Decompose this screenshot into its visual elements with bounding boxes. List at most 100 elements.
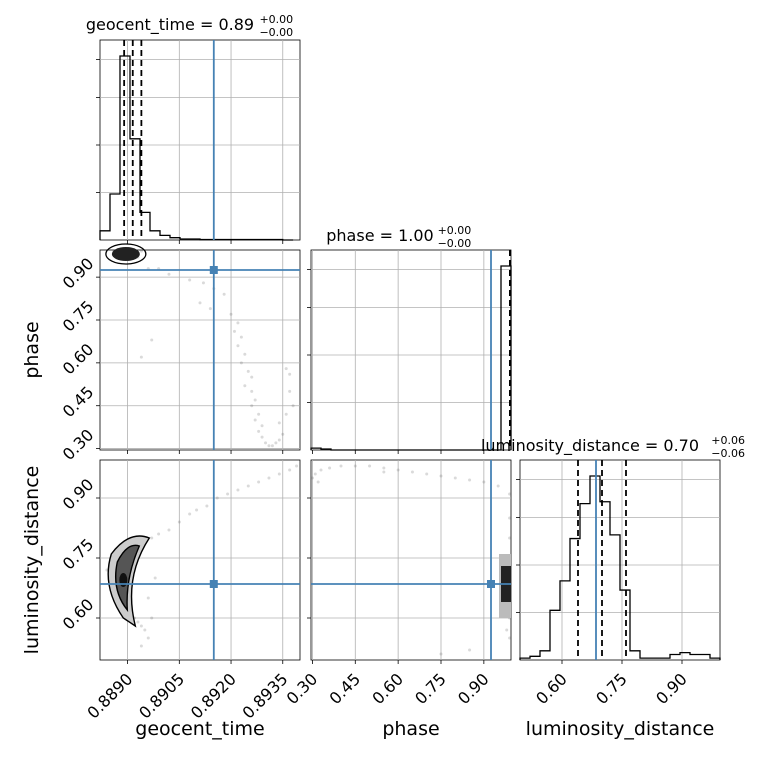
sample-point xyxy=(243,352,247,356)
sample-point xyxy=(508,492,512,496)
sample-point xyxy=(508,636,512,640)
sample-point xyxy=(453,476,457,480)
x-axis-label-phase: phase xyxy=(382,718,439,740)
title-lower: −0.00 xyxy=(438,237,472,250)
sample-point xyxy=(284,412,288,416)
sample-point xyxy=(232,329,236,333)
sample-point xyxy=(150,338,154,342)
sample-point xyxy=(439,474,443,478)
sample-point xyxy=(150,616,154,620)
sample-point xyxy=(246,369,250,373)
sample-point xyxy=(410,470,414,474)
sample-point xyxy=(139,644,143,648)
sample-point xyxy=(167,528,171,532)
sample-point xyxy=(482,480,486,484)
sample-point xyxy=(277,472,281,476)
sample-point xyxy=(425,472,429,476)
sample-point xyxy=(222,292,226,296)
sample-point xyxy=(281,432,285,436)
sample-point xyxy=(139,624,143,628)
sample-point xyxy=(468,478,472,482)
sample-point xyxy=(208,307,212,311)
title-lower: −0.00 xyxy=(259,26,293,39)
title-upper: +0.06 xyxy=(711,434,745,447)
gridlines xyxy=(311,460,511,660)
sample-point xyxy=(468,648,472,652)
sample-point xyxy=(382,470,386,474)
sample-point xyxy=(257,480,261,484)
density-contour-inner xyxy=(114,544,141,613)
x-axis-label-geocent_time: geocent_time xyxy=(135,718,264,740)
panel-frame xyxy=(310,459,512,661)
sample-point xyxy=(288,372,292,376)
tick-label-phase: 0.90 xyxy=(454,669,493,708)
sample-point xyxy=(229,312,233,316)
panel-frame xyxy=(99,249,301,451)
sample-point xyxy=(508,516,512,520)
sample-point xyxy=(150,536,154,540)
sample-point xyxy=(253,418,257,422)
title-lower: −0.06 xyxy=(711,447,745,460)
sample-point xyxy=(313,472,317,476)
sample-point xyxy=(243,384,247,388)
gridlines xyxy=(311,250,511,450)
sample-point xyxy=(205,504,209,508)
density-core xyxy=(119,573,128,587)
histogram-phase xyxy=(310,265,512,451)
sample-point xyxy=(267,444,271,448)
gridlines xyxy=(100,250,300,450)
sample-point xyxy=(253,398,257,402)
tick-label-luminosity_distance: 0.75 xyxy=(59,535,98,574)
sample-point xyxy=(295,464,299,468)
gridlines xyxy=(100,460,300,660)
truth-marker xyxy=(487,580,495,588)
sample-point xyxy=(319,468,323,472)
sample-point xyxy=(246,484,250,488)
sample-point xyxy=(328,466,332,470)
y-axis-label-phase: phase xyxy=(21,321,43,378)
tick-label-luminosity_distance: 0.90 xyxy=(59,475,98,514)
sample-point xyxy=(167,272,171,276)
tick-label-geocent_time: 0.8920 xyxy=(187,669,240,722)
sample-point xyxy=(250,375,254,379)
truth-marker xyxy=(209,580,218,588)
sample-point xyxy=(177,520,181,524)
sample-point xyxy=(239,335,243,339)
sample-point xyxy=(139,355,143,359)
panel-frame xyxy=(310,249,512,451)
sample-point xyxy=(139,249,143,253)
sample-point xyxy=(291,404,295,408)
sample-point xyxy=(368,464,372,468)
sample-point xyxy=(267,476,271,480)
sample-point xyxy=(188,512,192,516)
sample-point xyxy=(382,466,386,470)
panel-geocent_time-geocent_time xyxy=(96,39,301,244)
sample-point xyxy=(284,367,288,371)
tick-label-phase: 0.30 xyxy=(59,425,98,464)
sample-point xyxy=(439,652,443,656)
title-luminosity_distance: luminosity_distance = 0.70 +0.06−0.06 xyxy=(481,434,745,460)
sample-point xyxy=(257,429,261,433)
density-core xyxy=(111,247,140,261)
sample-point xyxy=(188,278,192,282)
sample-point xyxy=(201,281,205,285)
sample-point xyxy=(274,441,278,445)
tick-label-phase: 0.45 xyxy=(59,383,98,422)
sample-point xyxy=(146,636,150,640)
sample-point xyxy=(288,468,292,472)
density-contour xyxy=(105,243,147,265)
title-main: luminosity_distance = 0.70 xyxy=(481,436,699,456)
sample-point xyxy=(260,435,264,439)
sample-point xyxy=(396,468,400,472)
histogram-luminosity_distance xyxy=(519,475,721,660)
tick-label-luminosity_distance: 0.60 xyxy=(532,669,571,708)
sample-point xyxy=(508,536,512,540)
title-phase: phase = 1.00 +0.00−0.00 xyxy=(326,224,471,250)
sample-point xyxy=(195,508,199,512)
sample-point xyxy=(264,441,268,445)
sample-point xyxy=(146,596,150,600)
panel-phase-geocent_time xyxy=(96,249,301,454)
sample-point xyxy=(505,628,509,632)
sample-point xyxy=(226,492,230,496)
